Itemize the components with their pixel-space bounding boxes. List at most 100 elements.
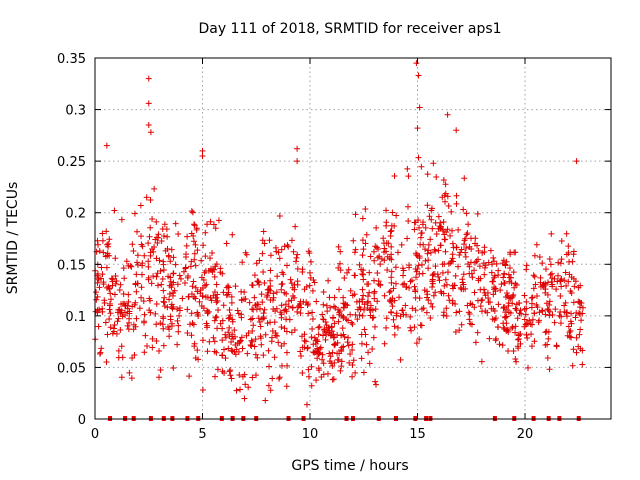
data-point bbox=[131, 210, 138, 217]
data-point bbox=[485, 299, 492, 306]
data-point bbox=[285, 298, 292, 305]
data-point bbox=[100, 279, 107, 286]
data-point bbox=[423, 309, 430, 316]
data-point bbox=[526, 317, 533, 324]
data-point bbox=[168, 246, 175, 253]
data-point bbox=[439, 269, 446, 276]
data-point bbox=[200, 277, 207, 284]
data-point bbox=[104, 331, 111, 338]
data-point bbox=[203, 281, 210, 288]
data-point bbox=[311, 279, 318, 286]
data-point bbox=[297, 298, 304, 305]
data-point bbox=[126, 315, 133, 322]
data-point bbox=[297, 348, 304, 355]
data-point bbox=[552, 306, 559, 313]
data-point bbox=[517, 307, 524, 314]
data-point bbox=[443, 229, 450, 236]
data-point bbox=[174, 341, 181, 348]
data-point bbox=[132, 280, 139, 287]
data-point bbox=[505, 309, 512, 316]
data-point bbox=[360, 271, 367, 278]
data-point bbox=[106, 236, 113, 243]
x-tick-labels: 0 5 10 15 20 bbox=[91, 427, 533, 442]
data-point bbox=[106, 300, 113, 307]
data-point bbox=[408, 277, 415, 284]
data-point bbox=[107, 310, 114, 317]
data-point bbox=[467, 300, 474, 307]
data-point bbox=[227, 372, 234, 379]
data-point bbox=[247, 316, 254, 323]
data-point bbox=[536, 253, 543, 260]
data-point bbox=[388, 299, 395, 306]
data-points bbox=[92, 60, 586, 421]
data-point bbox=[212, 314, 219, 321]
data-point bbox=[345, 342, 352, 349]
data-point bbox=[101, 297, 108, 304]
data-point bbox=[151, 185, 158, 192]
data-point bbox=[366, 289, 373, 296]
data-point bbox=[364, 299, 371, 306]
data-point bbox=[365, 298, 372, 305]
data-point bbox=[192, 262, 199, 269]
data-point bbox=[194, 311, 201, 318]
data-point bbox=[239, 345, 246, 352]
data-point bbox=[267, 283, 274, 290]
data-point bbox=[208, 297, 215, 304]
data-point bbox=[122, 311, 129, 318]
data-point bbox=[579, 304, 586, 311]
data-point bbox=[291, 294, 298, 301]
data-point bbox=[461, 175, 468, 182]
data-point bbox=[458, 286, 465, 293]
data-point bbox=[259, 237, 266, 244]
data-point bbox=[175, 328, 182, 335]
data-point bbox=[305, 373, 312, 380]
data-point bbox=[287, 276, 294, 283]
data-point bbox=[509, 325, 516, 332]
data-point bbox=[275, 339, 282, 346]
plot-frame bbox=[94, 57, 612, 420]
data-point bbox=[311, 334, 318, 341]
data-point bbox=[442, 181, 449, 188]
data-point bbox=[373, 381, 380, 388]
data-point bbox=[402, 302, 409, 309]
data-point bbox=[278, 362, 285, 369]
data-point bbox=[452, 328, 459, 335]
data-point bbox=[366, 269, 373, 276]
data-point bbox=[445, 203, 452, 210]
data-point bbox=[449, 251, 456, 258]
data-point bbox=[391, 323, 398, 330]
data-point bbox=[153, 273, 160, 280]
data-point bbox=[202, 253, 209, 260]
data-point bbox=[578, 300, 585, 307]
data-point bbox=[352, 311, 359, 318]
data-point bbox=[299, 266, 306, 273]
data-point bbox=[428, 300, 435, 307]
data-point bbox=[575, 343, 582, 350]
data-point bbox=[578, 317, 585, 324]
data-point bbox=[332, 304, 339, 311]
data-point bbox=[546, 302, 553, 309]
data-point bbox=[349, 341, 356, 348]
data-point bbox=[138, 284, 145, 291]
data-point bbox=[210, 221, 217, 228]
data-point bbox=[380, 240, 387, 247]
data-point bbox=[254, 301, 261, 308]
data-point bbox=[547, 271, 554, 278]
data-point bbox=[412, 286, 419, 293]
data-point bbox=[413, 252, 420, 259]
data-point bbox=[388, 309, 395, 316]
data-point bbox=[155, 234, 162, 241]
data-point bbox=[153, 255, 160, 262]
data-point bbox=[129, 241, 136, 248]
data-point bbox=[107, 290, 114, 297]
data-point bbox=[436, 225, 443, 232]
data-point bbox=[469, 274, 476, 281]
data-point bbox=[576, 304, 583, 311]
data-point bbox=[269, 297, 276, 304]
data-point bbox=[427, 236, 434, 243]
data-point bbox=[314, 355, 321, 362]
y-tick-label: 0.35 bbox=[57, 52, 86, 67]
data-point bbox=[490, 254, 497, 261]
data-point bbox=[313, 298, 320, 305]
data-point bbox=[415, 262, 422, 269]
